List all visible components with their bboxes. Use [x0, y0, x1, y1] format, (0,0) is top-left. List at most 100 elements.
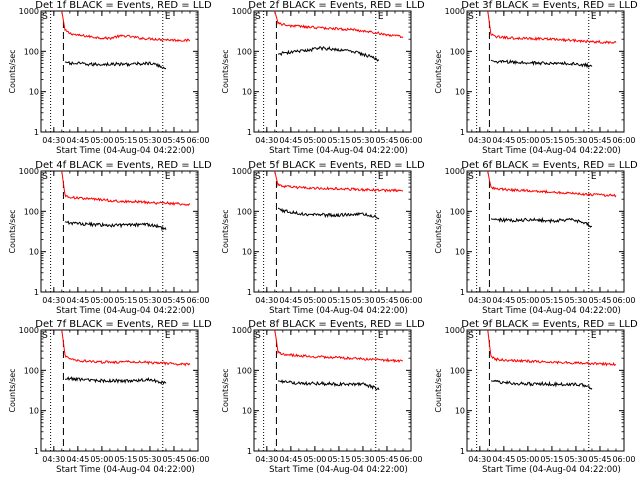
x-tick-label: 05:30 [138, 455, 161, 464]
panel-det-2: Det 2f BLACK = Events, RED = LLD 1 10 100 10… [221, 0, 425, 156]
plot-frame [40, 10, 199, 133]
y-tick-label: 10 [29, 407, 39, 416]
x-tick-label: 06:00 [186, 136, 209, 145]
x-tick-label: 05:30 [138, 136, 161, 145]
events-series-line [277, 379, 380, 391]
plot-frame [466, 10, 625, 133]
x-tick-label: 04:30 [42, 136, 65, 145]
x-tick-label: 04:45 [279, 296, 302, 305]
panel-det-6: Det 6f BLACK = Events, RED = LLD 1 10 100 10… [434, 160, 638, 316]
panel-title: Det 6f BLACK = Events, RED = LLD [461, 160, 638, 171]
x-axis-label: Start Time (04-Aug-04 04:22:00) [482, 306, 621, 316]
x-axis-label: Start Time (04-Aug-04 04:22:00) [56, 306, 195, 316]
x-tick-label: 05:15 [540, 455, 563, 464]
events-series-line [277, 45, 380, 62]
plot-frame [253, 329, 412, 452]
x-tick-label: 05:00 [516, 136, 539, 145]
x-tick-label: 06:00 [186, 296, 209, 305]
x-tick-label: 04:45 [492, 296, 515, 305]
start-marker: S [468, 172, 474, 182]
y-tick-label: 1000 [232, 7, 252, 16]
x-tick-label: 05:00 [516, 296, 539, 305]
y-tick-label: 10 [242, 407, 252, 416]
lld-series-line [487, 170, 617, 198]
y-tick-label: 100 [237, 47, 252, 56]
y-tick-label: 100 [24, 47, 39, 56]
panel-title: Det 4f BLACK = Events, RED = LLD [35, 160, 212, 171]
x-tick-label: 05:30 [564, 296, 587, 305]
end-marker: E [378, 172, 384, 182]
y-tick-label: 1000 [232, 167, 252, 176]
x-tick-label: 05:30 [351, 296, 374, 305]
x-axis-label: Start Time (04-Aug-04 04:22:00) [482, 465, 621, 475]
panel-det-3: Det 3f BLACK = Events, RED = LLD 1 10 100 10… [434, 0, 638, 156]
end-marker: E [378, 12, 384, 22]
start-marker: S [468, 331, 474, 341]
plot-frame [466, 170, 625, 293]
start-marker: S [42, 12, 48, 22]
events-series-line [64, 60, 167, 70]
x-tick-label: 04:30 [255, 136, 278, 145]
x-tick-label: 05:45 [588, 296, 611, 305]
x-tick-label: 05:00 [516, 455, 539, 464]
events-series-line [490, 59, 593, 69]
y-tick-label: 1 [247, 447, 252, 456]
y-axis-label: Counts/sec [221, 49, 230, 93]
x-tick-label: 05:45 [162, 455, 185, 464]
y-tick-label: 10 [29, 88, 39, 97]
panel-title: Det 2f BLACK = Events, RED = LLD [248, 0, 425, 11]
y-tick-label: 100 [450, 47, 465, 56]
y-tick-label: 10 [242, 88, 252, 97]
y-tick-label: 1000 [19, 326, 39, 335]
x-tick-label: 05:15 [114, 455, 137, 464]
x-tick-label: 04:45 [492, 136, 515, 145]
y-axis-label: Counts/sec [8, 49, 17, 93]
y-tick-label: 1 [247, 128, 252, 137]
x-tick-label: 05:00 [303, 136, 326, 145]
x-tick-label: 04:30 [468, 136, 491, 145]
panel-det-8: Det 8f BLACK = Events, RED = LLD 1 10 100 10… [221, 319, 425, 475]
y-tick-label: 1 [34, 128, 39, 137]
x-tick-label: 05:45 [162, 136, 185, 145]
x-tick-label: 05:00 [90, 455, 113, 464]
end-marker: E [591, 331, 597, 341]
x-axis-label: Start Time (04-Aug-04 04:22:00) [269, 306, 408, 316]
x-tick-label: 04:30 [468, 455, 491, 464]
end-marker: E [591, 12, 597, 22]
y-tick-label: 1000 [445, 167, 465, 176]
y-axis-label: Counts/sec [8, 209, 17, 253]
x-tick-label: 05:45 [588, 136, 611, 145]
y-tick-label: 1000 [445, 326, 465, 335]
start-marker: S [255, 172, 261, 182]
x-tick-label: 04:45 [66, 136, 89, 145]
x-tick-label: 04:30 [468, 296, 491, 305]
panel-title: Det 5f BLACK = Events, RED = LLD [248, 160, 425, 171]
end-marker: E [165, 331, 171, 341]
y-tick-label: 1000 [19, 167, 39, 176]
x-tick-label: 06:00 [399, 455, 422, 464]
x-tick-label: 05:00 [90, 136, 113, 145]
y-axis-label: Counts/sec [221, 209, 230, 253]
x-axis-label: Start Time (04-Aug-04 04:22:00) [269, 146, 408, 156]
x-tick-label: 05:15 [540, 136, 563, 145]
x-axis-label: Start Time (04-Aug-04 04:22:00) [56, 146, 195, 156]
lld-series-line [274, 329, 404, 363]
events-series-line [64, 220, 167, 232]
x-tick-label: 05:15 [114, 136, 137, 145]
y-tick-label: 1 [34, 288, 39, 297]
x-tick-label: 05:30 [138, 296, 161, 305]
y-axis-label: Counts/sec [221, 368, 230, 412]
x-axis-label: Start Time (04-Aug-04 04:22:00) [269, 465, 408, 475]
y-axis-label: Counts/sec [434, 368, 443, 412]
x-tick-label: 06:00 [399, 136, 422, 145]
x-tick-label: 04:30 [255, 455, 278, 464]
y-tick-label: 10 [242, 248, 252, 257]
x-axis-label: Start Time (04-Aug-04 04:22:00) [482, 146, 621, 156]
y-tick-label: 100 [450, 366, 465, 375]
panel-det-9: Det 9f BLACK = Events, RED = LLD 1 10 100 10… [434, 319, 638, 475]
y-tick-label: 1 [460, 288, 465, 297]
events-series-line [277, 207, 380, 220]
x-tick-label: 05:30 [564, 136, 587, 145]
x-tick-label: 04:45 [66, 455, 89, 464]
